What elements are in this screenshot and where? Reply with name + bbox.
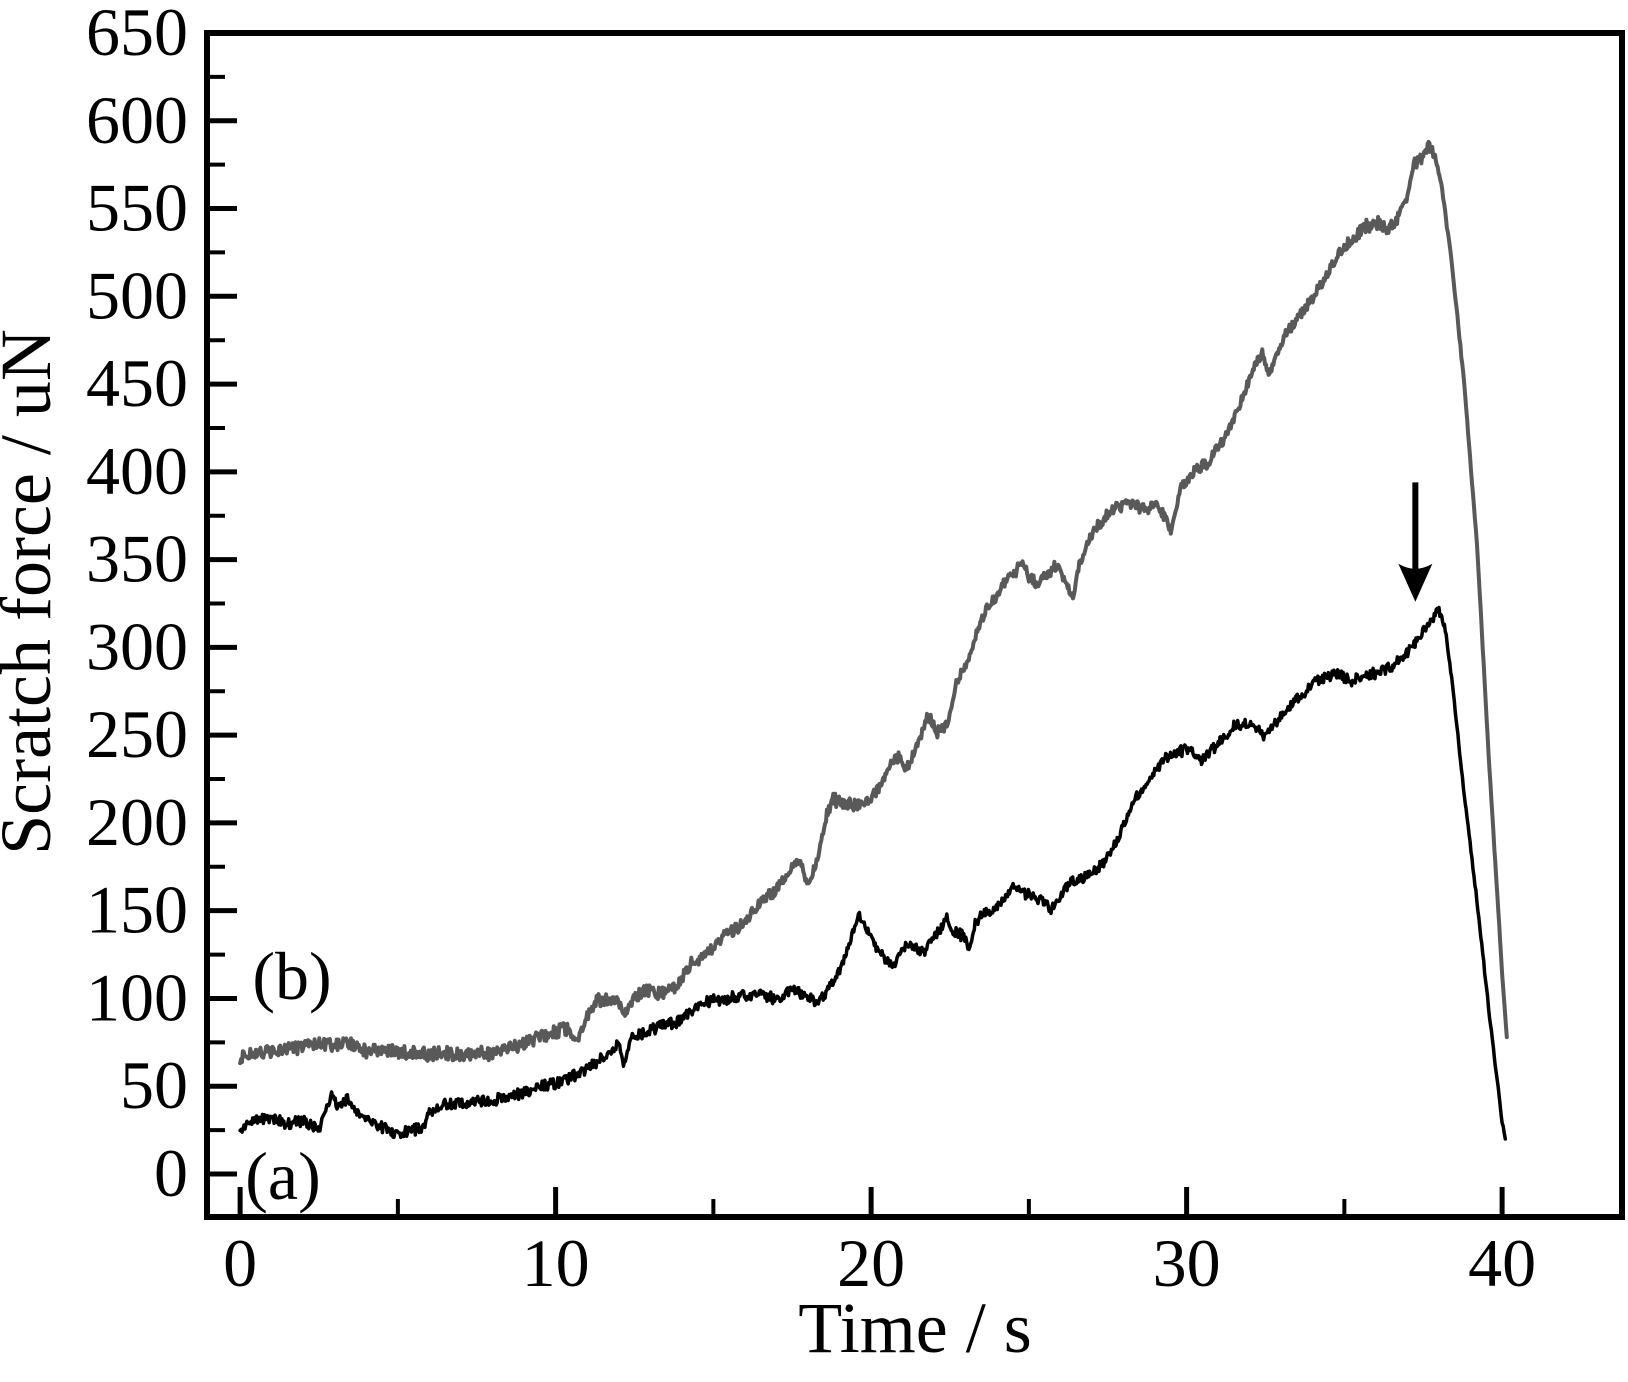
y-axis-tick-label: 450 bbox=[86, 345, 188, 421]
x-axis-tick-label: 20 bbox=[837, 1225, 905, 1301]
y-axis-title: Scratch force / uN bbox=[0, 329, 66, 855]
series-b-label: (b) bbox=[252, 938, 331, 1014]
y-axis-tick-label: 100 bbox=[86, 959, 188, 1035]
y-axis-tick-label: 400 bbox=[86, 433, 188, 509]
x-axis-tick-label: 40 bbox=[1468, 1225, 1536, 1301]
y-axis-tick-label: 250 bbox=[86, 696, 188, 772]
x-axis-title: Time / s bbox=[798, 1288, 1031, 1368]
series-b-curve bbox=[238, 139, 1509, 1066]
y-axis-tick-label: 150 bbox=[86, 872, 188, 948]
y-axis-tick-label: 600 bbox=[86, 82, 188, 158]
x-axis-tick-label: 30 bbox=[1153, 1225, 1221, 1301]
series-a-curve bbox=[238, 605, 1508, 1141]
plot-frame bbox=[204, 30, 1625, 1220]
y-axis-tick-label: 650 bbox=[86, 0, 188, 70]
y-axis-tick-label: 300 bbox=[86, 608, 188, 684]
y-axis-tick-label: 350 bbox=[86, 521, 188, 597]
y-axis-tick-label: 0 bbox=[154, 1135, 188, 1211]
y-axis-tick-label: 50 bbox=[120, 1047, 188, 1123]
y-axis-tick-label: 500 bbox=[86, 257, 188, 333]
series-a-label: (a) bbox=[245, 1138, 320, 1214]
annotation-arrow-head bbox=[1398, 563, 1433, 602]
y-axis-tick-label: 200 bbox=[86, 784, 188, 860]
x-axis-tick-label: 10 bbox=[522, 1225, 590, 1301]
y-axis-tick-label: 550 bbox=[86, 170, 188, 246]
x-axis-tick-label: 0 bbox=[223, 1225, 257, 1301]
